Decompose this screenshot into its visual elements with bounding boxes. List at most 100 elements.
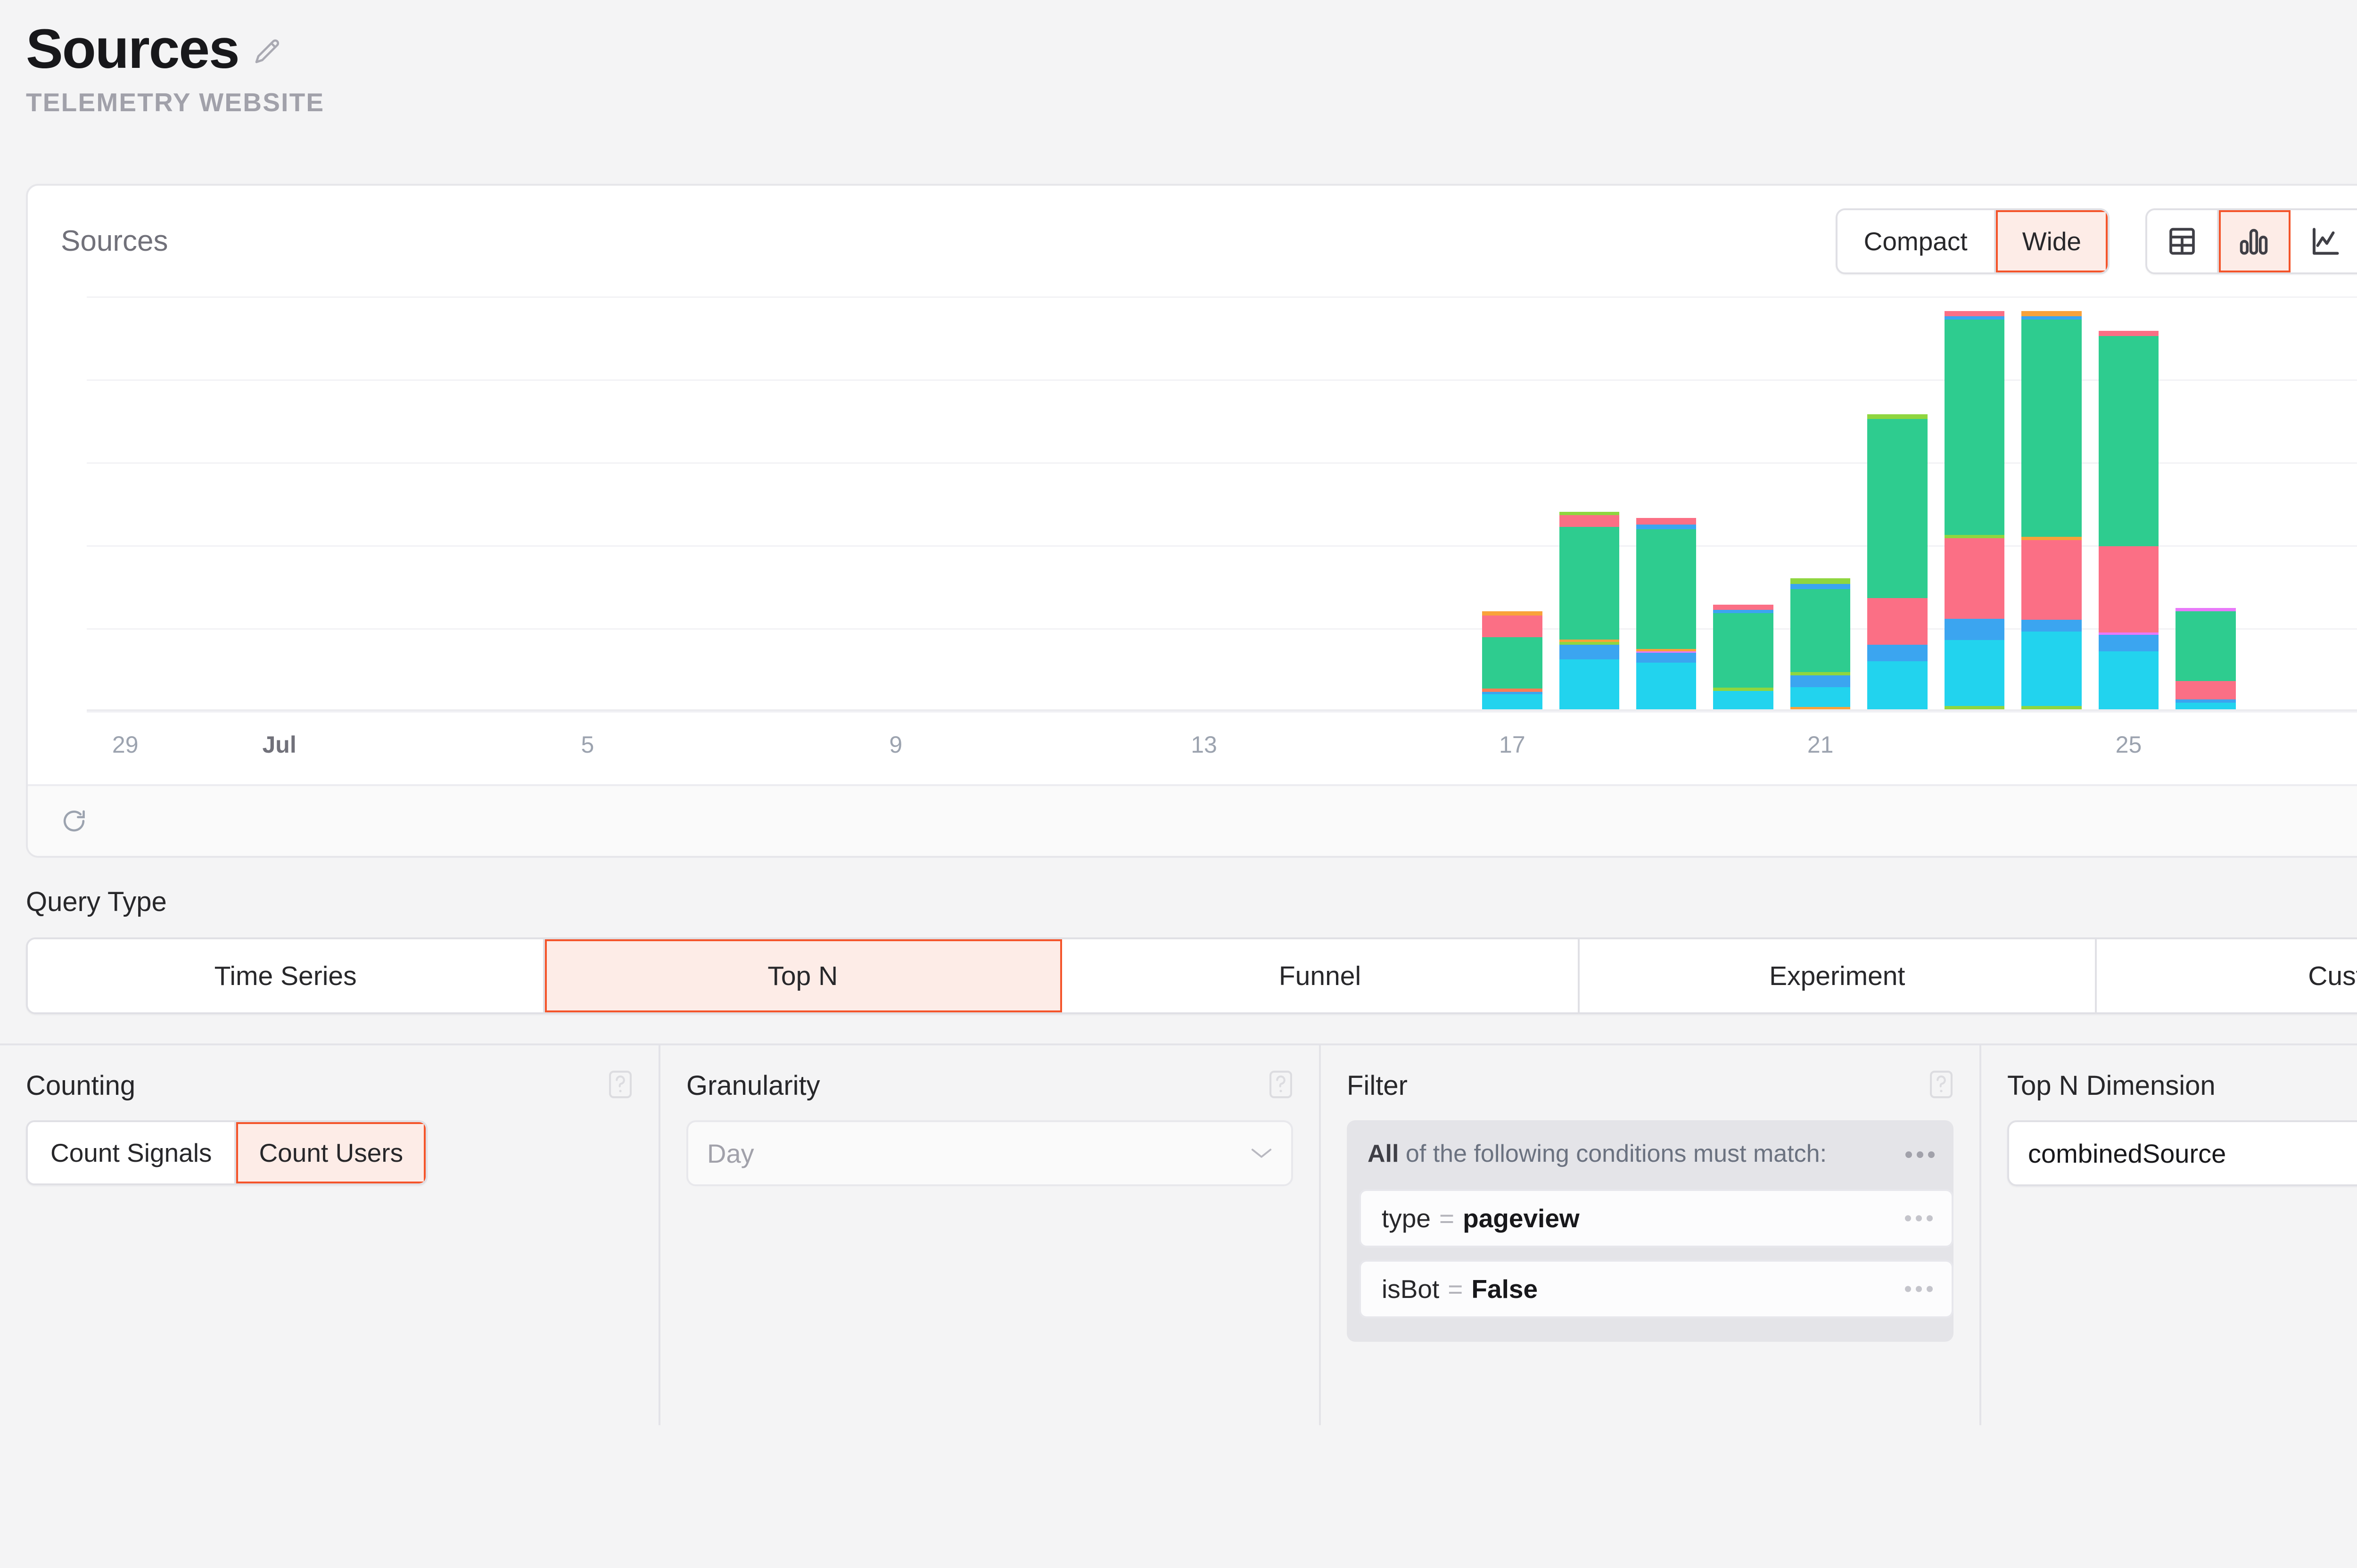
bar-segment — [2021, 619, 2082, 632]
bar[interactable] — [1790, 578, 1851, 709]
bar-segment — [2021, 536, 2082, 540]
bar-segment — [2098, 651, 2159, 709]
query-config-panels: Counting Count Signals Count Users Granu… — [0, 1043, 2357, 1425]
view-bar-button[interactable] — [2219, 210, 2291, 272]
query-type-section: Query Type Time Series Top N Funnel Experim… — [0, 858, 2357, 1014]
bar-segment — [2021, 316, 2082, 320]
gridline — [87, 296, 2357, 298]
topn-dimension-select[interactable]: combinedSource — [2007, 1120, 2357, 1186]
bar-segment — [1559, 640, 1620, 642]
filter-condition-menu-icon[interactable] — [1905, 1215, 1933, 1222]
bar-segment — [1636, 649, 1697, 651]
bar[interactable] — [2098, 331, 2159, 709]
chart-title: Sources — [61, 225, 168, 257]
gridline — [87, 462, 2357, 464]
bar-segment — [1867, 598, 1928, 645]
bar-segment — [1944, 706, 2005, 709]
bar-segment — [2098, 632, 2159, 635]
filter-condition-value: pageview — [1463, 1204, 1580, 1233]
bar-segment — [1790, 672, 1851, 675]
bar-segment — [1790, 578, 1851, 584]
bar-segment — [2098, 336, 2159, 547]
plot: 050100150200250 — [87, 296, 2357, 713]
query-type-tabs: Time Series Top N Funnel Experiment Custom — [26, 937, 2357, 1014]
query-tab-top-n[interactable]: Top N — [545, 939, 1063, 1012]
bar-segment — [1636, 651, 1697, 653]
query-type-header: Query Type — [26, 886, 2357, 918]
bar[interactable] — [2176, 608, 2236, 709]
x-axis-tick-label: 13 — [1191, 731, 1217, 758]
bar[interactable] — [1482, 611, 1542, 709]
line-chart-icon — [2313, 228, 2339, 254]
bar[interactable] — [1559, 512, 1620, 709]
table-icon — [2169, 228, 2195, 254]
bar[interactable] — [1944, 311, 2005, 709]
x-axis-tick-label: 21 — [1807, 731, 1834, 758]
filter-conditions: type = pageview isBot = False — [1347, 1189, 1953, 1342]
bar-segment — [1482, 616, 1542, 637]
bar-segment — [1482, 689, 1542, 692]
bar-segment — [1636, 653, 1697, 663]
pencil-icon[interactable] — [251, 37, 282, 68]
bar-chart-icon — [2240, 229, 2268, 254]
chart-card: Sources Compact Wide — [26, 184, 2357, 858]
bar-segment — [2098, 331, 2159, 336]
bar-segment — [2021, 319, 2082, 537]
width-mode-group: Compact Wide — [1835, 208, 2110, 274]
help-icon[interactable] — [1929, 1070, 1953, 1099]
bar-segment — [1559, 644, 1620, 660]
view-table-button[interactable] — [2147, 210, 2219, 272]
panel-topn-dimension: Top N Dimension combinedSource — [1981, 1045, 2357, 1425]
topn-dimension-value: combinedSource — [2028, 1138, 2226, 1168]
x-axis-ticks: 29 Jul 5 9 13 17 21 25 — [87, 711, 2357, 782]
query-tab-time-series[interactable]: Time Series — [28, 939, 545, 1012]
bar-segment — [2176, 702, 2236, 709]
filter-header: Filter — [1347, 1070, 1953, 1101]
bar-segment — [1636, 663, 1697, 709]
width-mode-wide[interactable]: Wide — [1995, 210, 2108, 272]
query-tab-custom[interactable]: Custom — [2096, 939, 2357, 1012]
granularity-value: Day — [707, 1138, 754, 1168]
count-users-button[interactable]: Count Users — [236, 1122, 426, 1183]
bar-segment — [2098, 634, 2159, 652]
gridline — [87, 379, 2357, 381]
query-tab-experiment[interactable]: Experiment — [1579, 939, 2097, 1012]
page-title: Sources — [26, 18, 240, 80]
filter-condition-field: isBot — [1382, 1274, 1440, 1304]
bar-segment — [1559, 512, 1620, 516]
bar-segment — [1867, 644, 1928, 661]
bar[interactable] — [1867, 414, 1928, 709]
chart-plot-area: 050100150200250 29 Jul 5 9 13 17 21 25 — [28, 296, 2357, 784]
counting-header: Counting — [26, 1070, 633, 1101]
bar[interactable] — [2021, 311, 2082, 709]
bar-segment — [1482, 611, 1542, 616]
bar-segment — [1482, 692, 1542, 695]
view-line-button[interactable] — [2291, 210, 2357, 272]
bar-segment — [1790, 589, 1851, 672]
bar-segment — [1713, 688, 1773, 691]
width-mode-wide-label: Wide — [2022, 226, 2081, 256]
panel-filter: Filter All of the following conditions m… — [1321, 1045, 1981, 1425]
chart-controls: Compact Wide — [1835, 208, 2357, 274]
bar[interactable] — [1636, 517, 1697, 709]
bar[interactable] — [1713, 605, 1773, 709]
filter-condition[interactable]: type = pageview — [1359, 1189, 1953, 1248]
bar-segment — [1713, 613, 1773, 688]
x-axis-tick-label: 25 — [2115, 731, 2142, 758]
counting-label: Counting — [26, 1070, 136, 1101]
query-tab-funnel[interactable]: Funnel — [1062, 939, 1580, 1012]
counting-toggle-group: Count Signals Count Users — [26, 1120, 428, 1185]
filter-group-menu-icon[interactable] — [1905, 1151, 1935, 1158]
count-signals-button[interactable]: Count Signals — [28, 1122, 237, 1183]
granularity-select[interactable]: Day — [686, 1120, 1293, 1186]
filter-condition-menu-icon[interactable] — [1905, 1286, 1933, 1292]
filter-group-header[interactable]: All of the following conditions must mat… — [1347, 1120, 1953, 1189]
help-icon[interactable] — [608, 1070, 633, 1099]
help-icon[interactable] — [1269, 1070, 1293, 1099]
bar-segment — [2176, 611, 2236, 681]
refresh-icon[interactable] — [61, 808, 87, 834]
filter-label: Filter — [1347, 1070, 1408, 1101]
width-mode-compact[interactable]: Compact — [1837, 210, 1996, 272]
filter-condition[interactable]: isBot = False — [1359, 1260, 1953, 1319]
x-axis-tick-label: 17 — [1499, 731, 1525, 758]
